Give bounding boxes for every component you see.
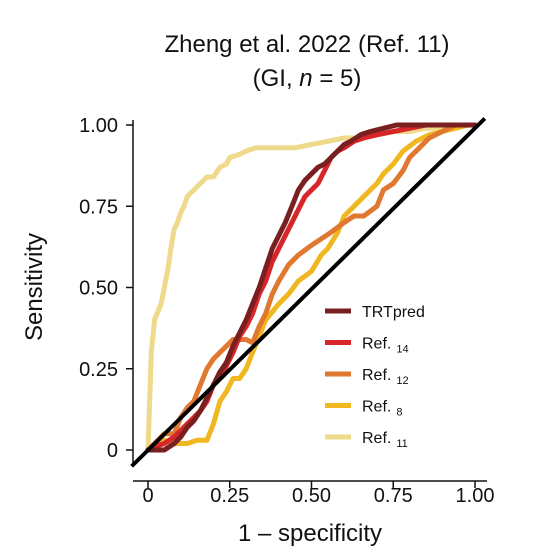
legend-label-subscript: 11 bbox=[396, 438, 407, 450]
legend-label-subscript: 12 bbox=[396, 375, 408, 387]
diagonal-reference-line bbox=[130, 117, 487, 468]
legend: TRTpred Ref. 14 Ref. 12 Ref. 8 Ref. 11 bbox=[325, 304, 425, 450]
chart-title-line2-var: n bbox=[299, 65, 312, 92]
y-tick-label: 0 bbox=[107, 440, 118, 462]
x-tick-label: 0.50 bbox=[292, 485, 331, 507]
x-axis-label: 1 – specificity bbox=[238, 520, 382, 547]
roc-curve-ref-8 bbox=[145, 122, 471, 453]
chart-title-line1: Zheng et al. 2022 (Ref. 11) bbox=[164, 31, 449, 58]
x-tick-label: 0.25 bbox=[210, 485, 249, 507]
roc-curve-ref-12 bbox=[145, 122, 478, 453]
axes: 0 0.25 0.50 0.75 1.00 0 0.25 0.50 0.75 1.00 bbox=[79, 115, 494, 507]
x-tick-label: 1.00 bbox=[456, 485, 495, 507]
chart-title-line2-post: = 5) bbox=[313, 65, 362, 92]
legend-label-subscript: 8 bbox=[396, 407, 402, 419]
legend-label: Ref. 12 bbox=[362, 367, 409, 387]
legend-label: Ref. 11 bbox=[362, 430, 408, 450]
x-tick-label: 0.75 bbox=[374, 485, 413, 507]
plot-area bbox=[130, 117, 487, 468]
y-axis-label: Sensitivity bbox=[21, 233, 48, 341]
legend-label: Ref. 14 bbox=[362, 336, 409, 356]
y-tick-label: 0.50 bbox=[79, 278, 118, 300]
x-tick-label: 0 bbox=[142, 485, 153, 507]
y-tick-label: 1.00 bbox=[79, 115, 118, 137]
y-tick-label: 0.75 bbox=[79, 196, 118, 218]
roc-curve-trtpred bbox=[145, 122, 478, 453]
legend-label: TRTpred bbox=[362, 304, 425, 321]
chart-title-line2: (GI, n = 5) bbox=[253, 65, 362, 92]
legend-label: Ref. 8 bbox=[362, 399, 402, 419]
y-tick-label: 0.25 bbox=[79, 359, 118, 381]
chart-title-line2-pre: (GI, bbox=[253, 65, 300, 92]
legend-label-subscript: 14 bbox=[396, 344, 408, 356]
